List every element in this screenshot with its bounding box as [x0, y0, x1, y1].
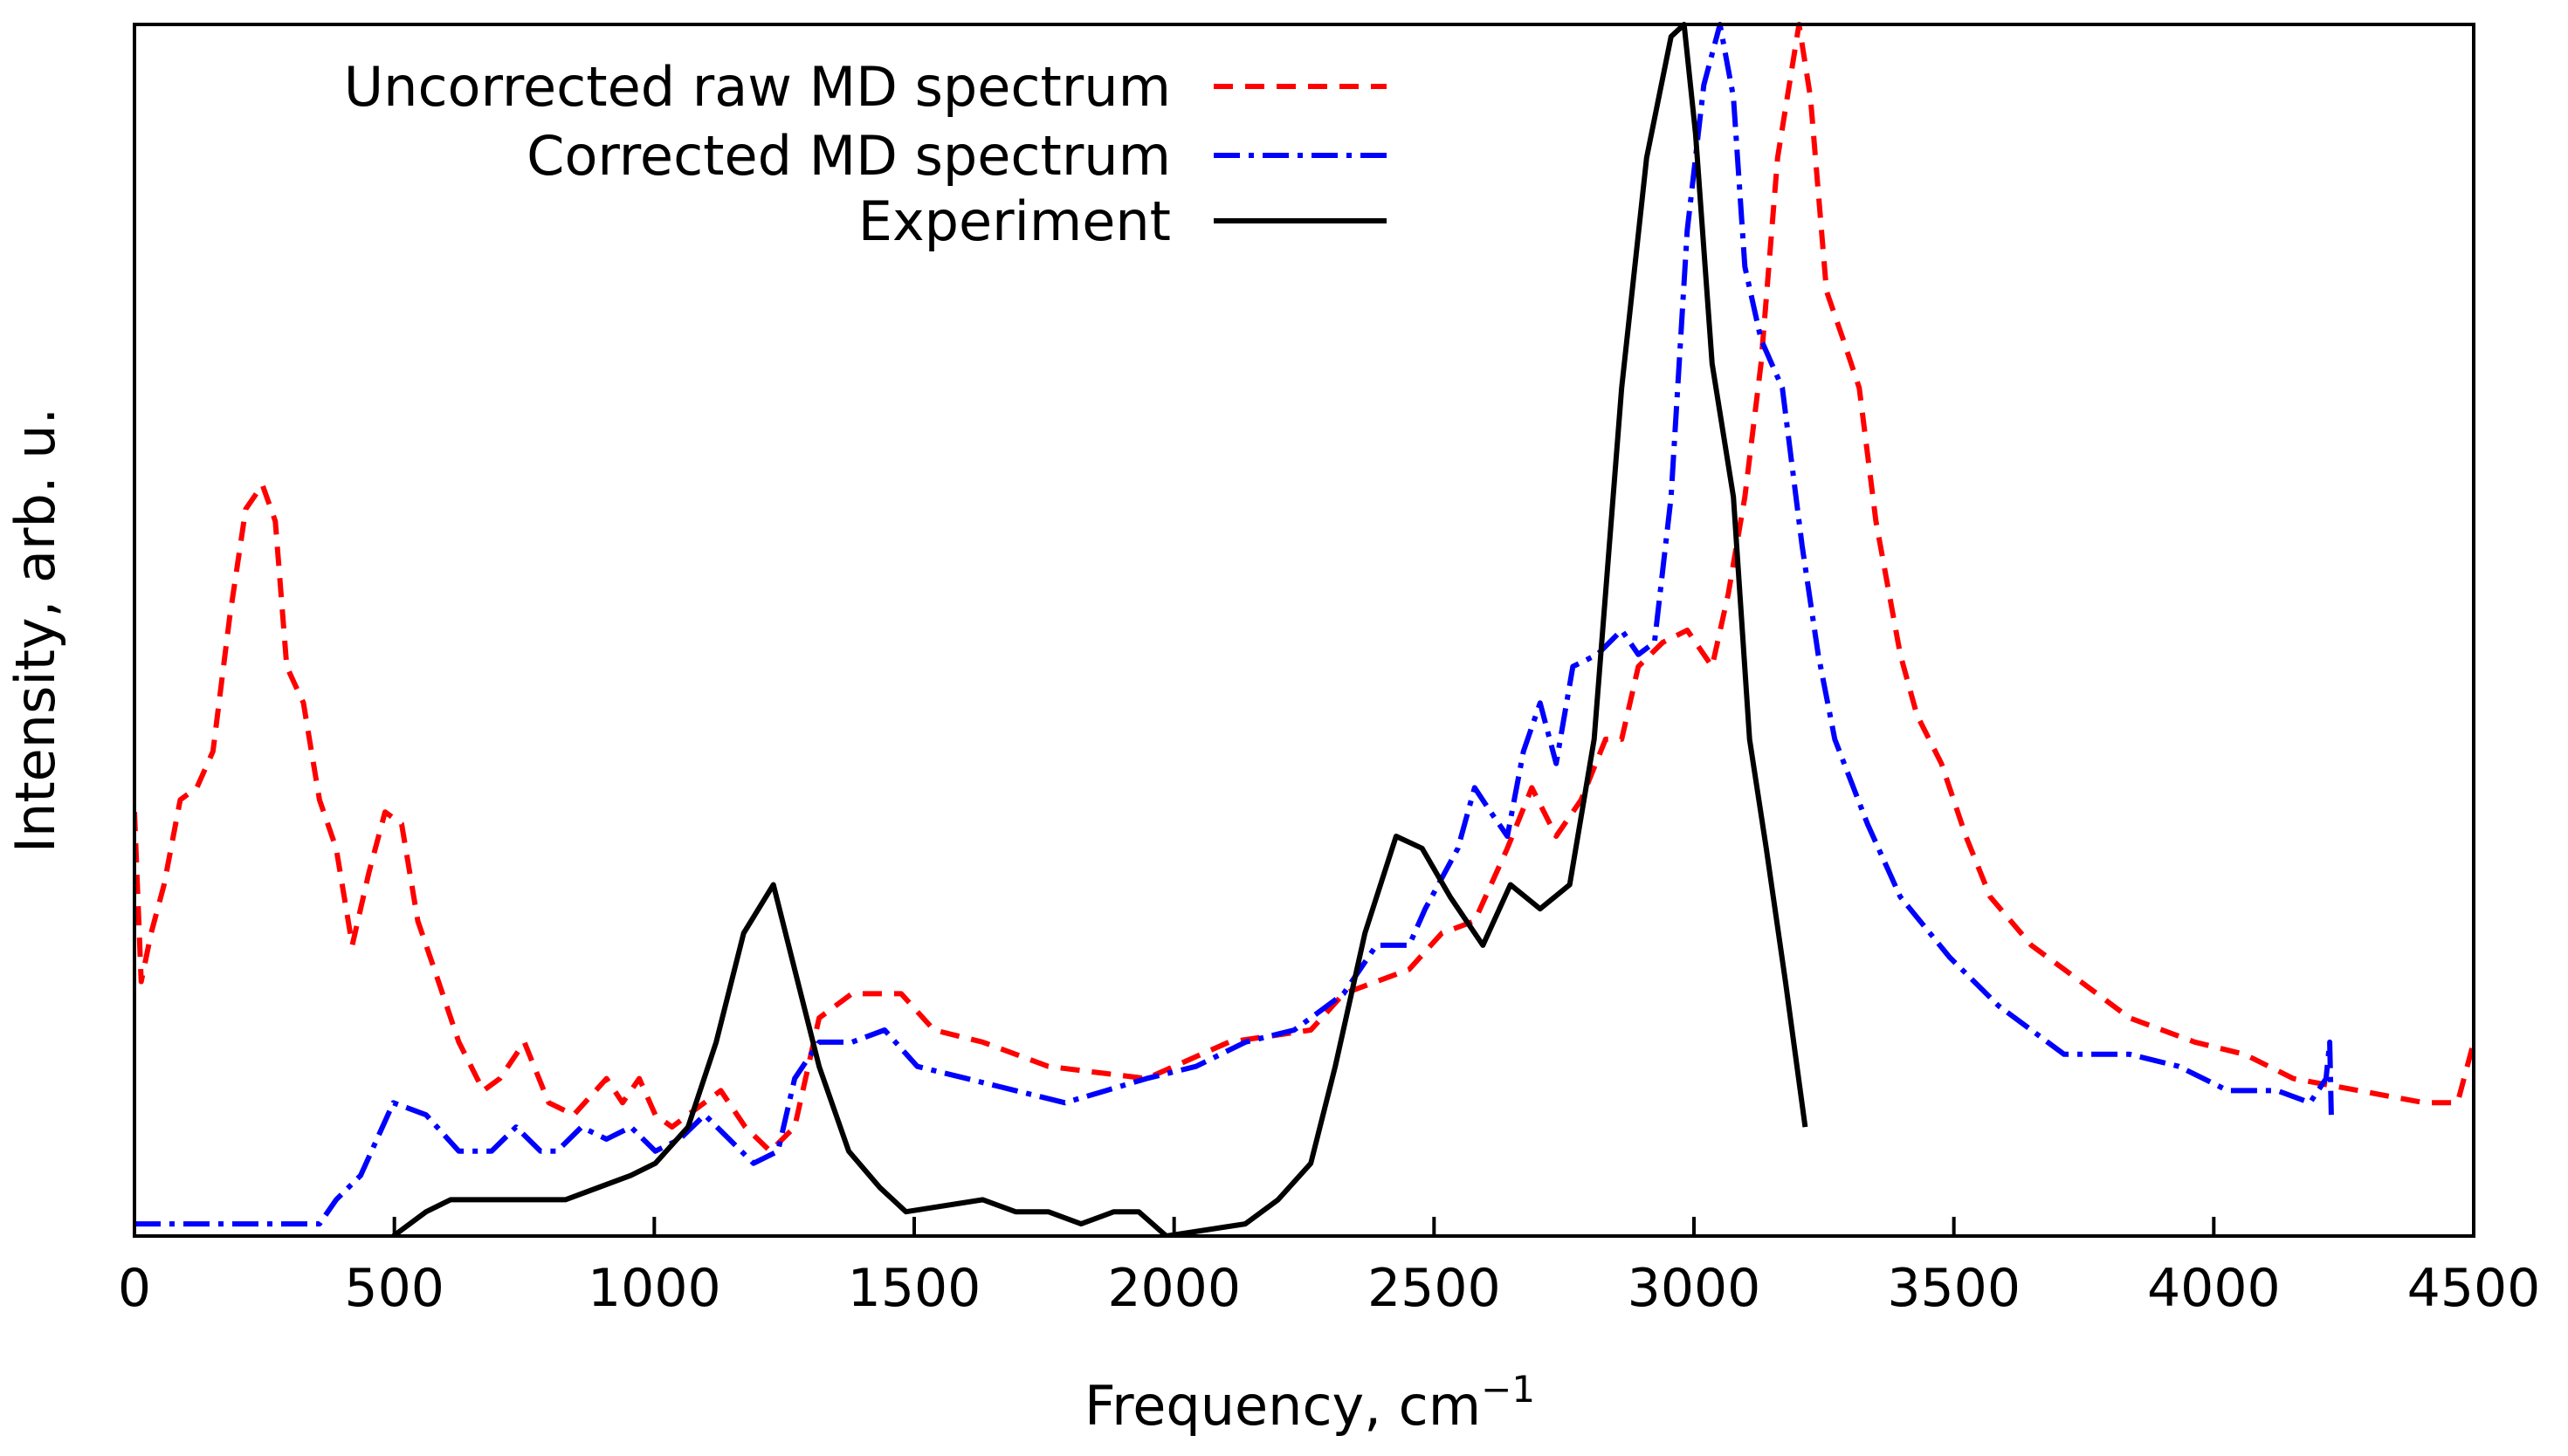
- x-tick-label: 1000: [588, 1258, 721, 1319]
- legend-label: Corrected MD spectrum: [527, 124, 1171, 188]
- x-ticks: 0 500 1000 1500 2000 2500 3000 3500 4000 4500: [118, 1217, 2540, 1319]
- x-axis-label-superscript: −1: [1481, 1368, 1535, 1411]
- x-tick-label: 2000: [1107, 1258, 1241, 1319]
- x-tick-label: 3500: [1887, 1258, 2021, 1319]
- x-tick-label: 3000: [1628, 1258, 1761, 1319]
- y-axis-label: Intensity, arb. u.: [3, 408, 67, 854]
- series-line-0: [134, 22, 2474, 1154]
- series-line-2: [391, 22, 1808, 1236]
- x-tick-label: 1500: [848, 1258, 981, 1319]
- x-tick-label: 4000: [2147, 1258, 2281, 1319]
- legend-label: Experiment: [858, 189, 1171, 253]
- x-axis-label: Frequency, cm−1: [1084, 1368, 1535, 1438]
- x-tick-label: 4500: [2407, 1258, 2541, 1319]
- x-tick-label: 500: [344, 1258, 444, 1319]
- legend-label: Uncorrected raw MD spectrum: [344, 55, 1171, 119]
- series-layer: [134, 22, 2474, 1236]
- x-tick-label: 2500: [1367, 1258, 1501, 1319]
- plot-frame: [133, 23, 2475, 1238]
- series-line-1: [134, 22, 2334, 1227]
- x-tick-label: 0: [118, 1258, 151, 1319]
